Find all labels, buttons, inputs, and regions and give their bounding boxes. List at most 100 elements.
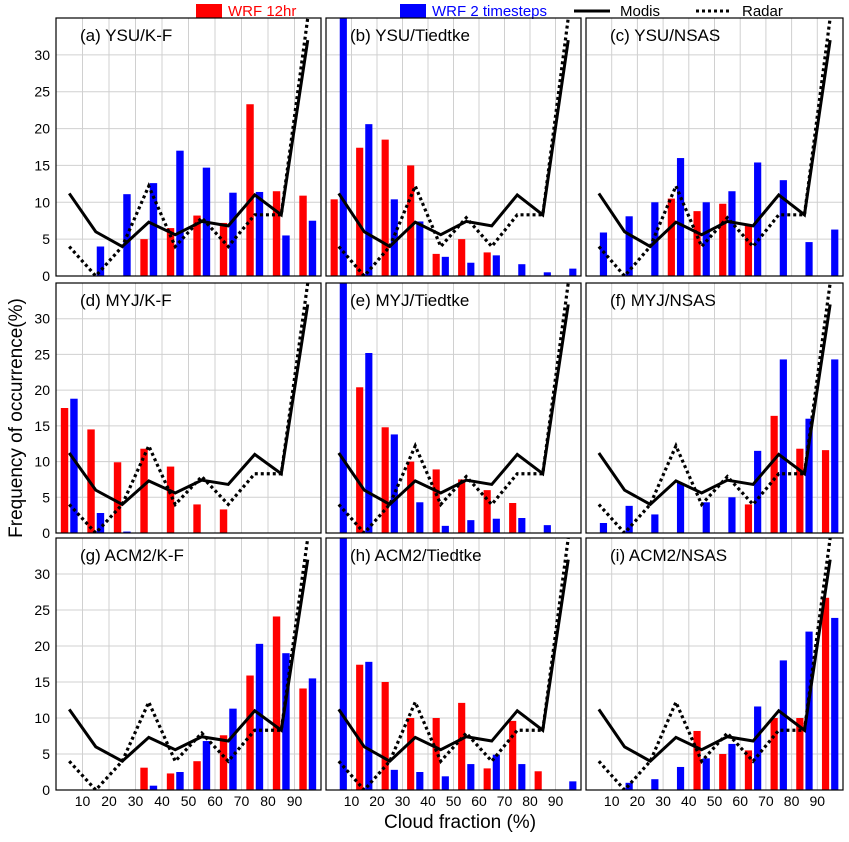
- bar-wrf-2-timesteps: [831, 617, 839, 790]
- bar-wrf-2-timesteps: [702, 758, 710, 790]
- modis-line: [68, 559, 310, 764]
- panel-lines: [597, 283, 832, 533]
- panel-bars: [96, 104, 317, 276]
- x-tick-label: 20: [630, 793, 646, 809]
- bar-wrf-12hr: [770, 415, 778, 533]
- panel-grid: [586, 18, 843, 276]
- x-tick-label: 80: [522, 793, 538, 809]
- bar-wrf-2-timesteps: [365, 661, 373, 790]
- panel-bars: [599, 359, 839, 533]
- bar-wrf-2-timesteps: [149, 183, 158, 276]
- panel-frame: [325, 537, 582, 791]
- x-tick-label: 10: [604, 793, 620, 809]
- y-tick-label: 30: [34, 311, 50, 327]
- x-axis-label: Cloud fraction (%): [384, 812, 536, 833]
- y-tick-label: 5: [42, 489, 50, 505]
- bar-wrf-2-timesteps: [255, 643, 264, 790]
- bar-wrf-2-timesteps: [492, 518, 500, 533]
- bar-wrf-12hr: [458, 479, 466, 533]
- y-tick-labels: 0 5 10 15 20 25 30 0 5 10 15 20 25 30 0 5 10 15 20 25 30: [34, 47, 50, 798]
- bar-wrf-2-timesteps: [754, 450, 762, 533]
- bar-wrf-12hr: [356, 664, 364, 790]
- bar-wrf-12hr: [483, 252, 491, 276]
- panel-4: (d) MYJ/K-F: [55, 282, 322, 534]
- panel-2: (b) YSU/Tiedtke: [325, 17, 582, 277]
- panel-lines: [597, 18, 832, 276]
- panel-frame: [325, 282, 582, 534]
- bar-wrf-2-timesteps: [492, 754, 500, 790]
- panel-bars: [140, 616, 317, 790]
- bar-wrf-2-timesteps: [805, 631, 813, 790]
- y-tick-label: 10: [34, 710, 50, 726]
- panel-grid: [586, 538, 843, 790]
- panel-frame: [585, 282, 844, 534]
- panel-frame: [325, 17, 582, 277]
- bar-wrf-2-timesteps: [441, 256, 449, 276]
- bar-wrf-12hr: [219, 222, 228, 276]
- bar-wrf-12hr: [432, 469, 440, 533]
- bar-wrf-2-timesteps: [255, 191, 264, 276]
- bar-wrf-12hr: [381, 682, 389, 790]
- panel-1: (a) YSU/K-F: [55, 17, 322, 277]
- legend-label: WRF 12hr: [228, 3, 296, 20]
- panel-title: (c) YSU/NSAS: [610, 26, 720, 45]
- bar-wrf-2-timesteps: [599, 523, 608, 533]
- bar-wrf-12hr: [770, 718, 778, 790]
- bar-wrf-2-timesteps: [308, 678, 317, 790]
- panels: (a) YSU/K-F (b) YSU/Tiedtke (c) YSU/NSAS (d…: [55, 17, 844, 791]
- y-tick-label: 0: [42, 525, 50, 541]
- x-tick-label: 20: [369, 793, 385, 809]
- x-tick-label: 80: [784, 793, 800, 809]
- x-tick-label: 70: [234, 793, 250, 809]
- x-tick-labels: 10 20 30 40 50 60 70 80 90 10 20 30 40 50 60 70 80 90 10 20…: [75, 793, 826, 809]
- panel-lines: [337, 18, 570, 276]
- bar-wrf-2-timesteps: [831, 359, 839, 533]
- bar-wrf-2-timesteps: [365, 353, 373, 533]
- panel-title: (e) MYJ/Tiedtke: [350, 291, 469, 310]
- bar-wrf-12hr: [272, 616, 281, 790]
- panel-bars: [330, 18, 577, 276]
- bar-wrf-12hr: [246, 104, 254, 276]
- modis-line: [68, 39, 310, 249]
- modis-radar-line-radar: [337, 538, 570, 790]
- x-tick-label: 60: [471, 793, 487, 809]
- bar-wrf-2-timesteps: [651, 514, 659, 533]
- x-tick-label: 60: [207, 793, 223, 809]
- bar-wrf-12hr: [272, 191, 281, 276]
- bar-wrf-2-timesteps: [831, 229, 839, 276]
- bar-wrf-2-timesteps: [282, 235, 290, 276]
- panel-title: (h) ACM2/Tiedtke: [350, 546, 482, 565]
- y-tick-label: 15: [34, 157, 50, 173]
- bar-wrf-12hr: [796, 448, 804, 533]
- y-tick-label: 30: [34, 566, 50, 582]
- bar-wrf-12hr: [246, 675, 254, 790]
- modis-line: [337, 39, 570, 249]
- bar-wrf-2-timesteps: [441, 525, 449, 533]
- bar-wrf-2-timesteps: [467, 764, 475, 790]
- panel-bars: [60, 398, 228, 533]
- x-tick-label: 50: [707, 793, 723, 809]
- modis-radar-line-radar: [337, 283, 570, 533]
- bar-wrf-2-timesteps: [339, 18, 347, 276]
- panel-bars: [339, 283, 551, 533]
- bar-wrf-2-timesteps: [123, 531, 131, 533]
- bar-wrf-2-timesteps: [365, 124, 373, 276]
- modis-line: [68, 304, 310, 507]
- x-tick-label: 40: [681, 793, 697, 809]
- bar-wrf-12hr: [458, 239, 466, 276]
- x-tick-label: 60: [732, 793, 748, 809]
- bar-wrf-2-timesteps: [282, 653, 290, 790]
- bar-wrf-2-timesteps: [339, 283, 347, 533]
- bar-wrf-2-timesteps: [390, 434, 398, 533]
- panel-9: (i) ACM2/NSAS: [585, 537, 844, 791]
- panel-bars: [599, 158, 839, 276]
- bar-wrf-2-timesteps: [390, 769, 398, 790]
- x-tick-label: 70: [758, 793, 774, 809]
- bar-wrf-2-timesteps: [416, 221, 424, 276]
- panel-7: (g) ACM2/K-F: [55, 537, 322, 791]
- x-tick-label: 40: [420, 793, 436, 809]
- bar-wrf-2-timesteps: [676, 158, 685, 276]
- y-tick-label: 20: [34, 638, 50, 654]
- modis-line: [597, 559, 832, 764]
- bar-wrf-2-timesteps: [229, 708, 237, 790]
